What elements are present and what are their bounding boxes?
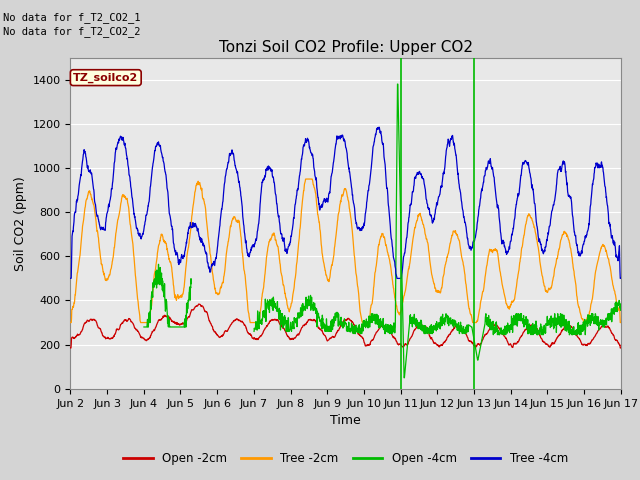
Text: No data for f_T2_CO2_2: No data for f_T2_CO2_2 [3,26,141,37]
Legend: Open -2cm, Tree -2cm, Open -4cm, Tree -4cm: Open -2cm, Tree -2cm, Open -4cm, Tree -4… [118,448,573,470]
Text: No data for f_T2_CO2_1: No data for f_T2_CO2_1 [3,12,141,23]
Title: Tonzi Soil CO2 Profile: Upper CO2: Tonzi Soil CO2 Profile: Upper CO2 [219,40,472,55]
Text: TZ_soilco2: TZ_soilco2 [73,72,138,83]
X-axis label: Time: Time [330,414,361,427]
Y-axis label: Soil CO2 (ppm): Soil CO2 (ppm) [14,176,27,271]
